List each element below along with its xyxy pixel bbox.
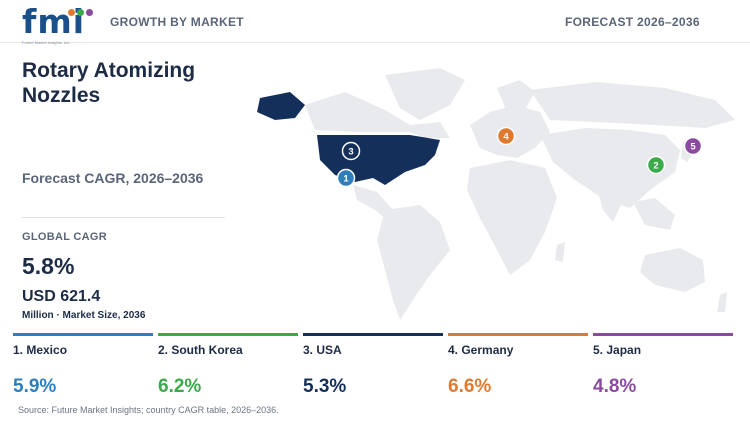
marker-germany[interactable]: 4 xyxy=(496,126,516,146)
country-name: 3. USA xyxy=(303,343,342,357)
country-cagr: 5.3% xyxy=(303,376,347,397)
land-alaska-highlight[interactable] xyxy=(257,92,305,120)
land-south-america xyxy=(377,205,450,320)
forecast-range: FORECAST 2026–2036 xyxy=(565,15,700,29)
logo-person-icon xyxy=(86,9,93,16)
card-accent-bar xyxy=(448,333,588,336)
market-size-value: USD 621.4 xyxy=(22,288,101,305)
marker-japan[interactable]: 5 xyxy=(683,136,703,156)
country-cagr: 6.2% xyxy=(158,376,202,397)
country-cagr: 6.6% xyxy=(448,376,492,397)
market-size-note: Million · Market Size, 2036 xyxy=(22,310,146,321)
world-map: 1 3 4 2 5 xyxy=(257,68,735,320)
land-usa-highlight[interactable] xyxy=(317,135,440,185)
country-name: 2. South Korea xyxy=(158,343,243,357)
land-india xyxy=(595,180,623,222)
country-name: 5. Japan xyxy=(593,343,642,357)
country-cagr: 4.8% xyxy=(593,376,637,397)
marker-label: 2 xyxy=(653,161,658,172)
section-title: GROWTH BY MARKET xyxy=(110,15,244,29)
marker-label: 1 xyxy=(343,174,349,185)
fmi-logo[interactable]: fmi Future Market Insights, Inc. xyxy=(22,2,93,46)
logo-person-icon xyxy=(68,9,75,16)
marker-usa[interactable]: 3 xyxy=(341,141,361,161)
land-russia xyxy=(530,82,735,128)
logo-wordmark: fmi xyxy=(22,2,86,41)
card-accent-bar xyxy=(303,333,443,336)
marker-label: 4 xyxy=(503,132,509,143)
country-card-japan[interactable]: 5. Japan 4.8% xyxy=(593,333,733,397)
country-name: 4. Germany xyxy=(448,343,514,357)
forecast-subtitle: Forecast CAGR, 2026–2036 xyxy=(22,170,204,186)
land-masses xyxy=(305,68,735,320)
land-new-zealand xyxy=(717,292,727,312)
marker-label: 3 xyxy=(348,147,353,158)
country-card-usa[interactable]: 3. USA 5.3% xyxy=(303,333,443,397)
land-asia xyxy=(540,128,680,208)
marker-label: 5 xyxy=(690,142,696,153)
country-card-south-korea[interactable]: 2. South Korea 6.2% xyxy=(158,333,298,397)
global-cagr-value: 5.8% xyxy=(22,253,75,279)
land-madagascar xyxy=(555,242,565,262)
land-australia xyxy=(640,248,705,292)
page-title: Rotary Atomizing Nozzles xyxy=(22,59,196,107)
logo-tagline: Future Market Insights, Inc. xyxy=(22,40,71,45)
land-scandinavia xyxy=(497,80,535,112)
country-card-germany[interactable]: 4. Germany 6.6% xyxy=(448,333,588,397)
country-name: 1. Mexico xyxy=(13,343,68,357)
card-accent-bar xyxy=(13,333,153,336)
country-cagr: 5.9% xyxy=(13,376,57,397)
marker-south-korea[interactable]: 2 xyxy=(646,155,666,175)
card-accent-bar xyxy=(158,333,298,336)
land-canada xyxy=(305,92,450,138)
land-southeast-asia xyxy=(633,198,675,230)
country-card-mexico[interactable]: 1. Mexico 5.9% xyxy=(13,333,153,397)
card-accent-bar xyxy=(593,333,733,336)
logo-person-icon xyxy=(77,9,84,16)
divider xyxy=(22,217,225,218)
land-greenland xyxy=(385,68,465,120)
land-africa xyxy=(467,160,557,275)
header-bar: fmi Future Market Insights, Inc. GROWTH … xyxy=(0,0,750,46)
marker-mexico[interactable]: 1 xyxy=(336,168,356,188)
global-cagr-label: GLOBAL CAGR xyxy=(22,231,107,243)
source-note: Source: Future Market Insights; country … xyxy=(18,405,279,415)
